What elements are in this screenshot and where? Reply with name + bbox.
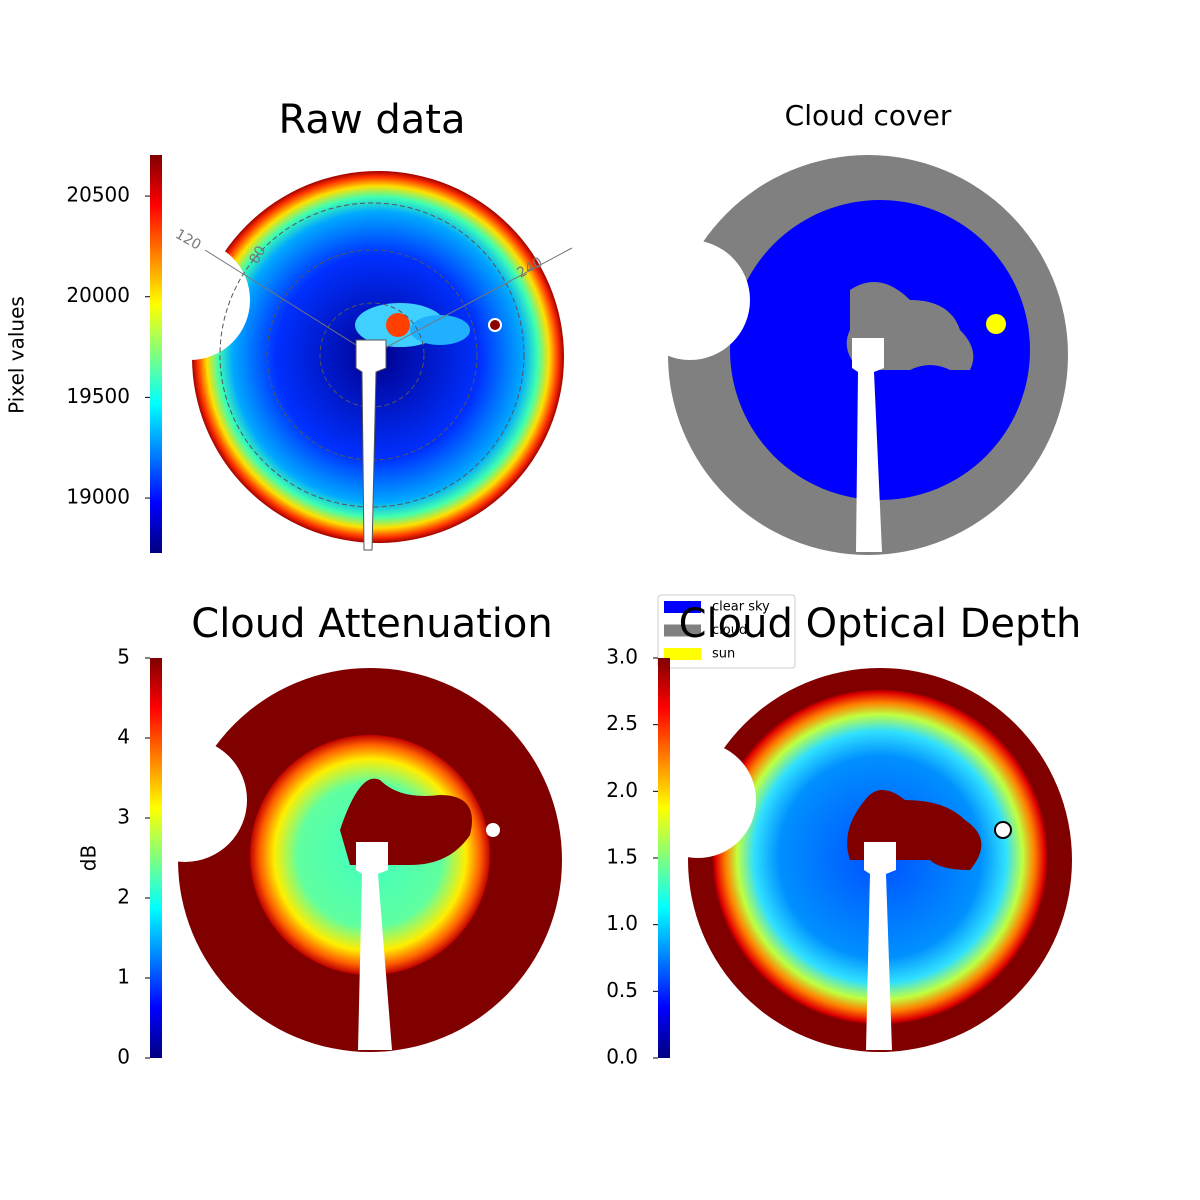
tick-label: 4 (117, 725, 130, 749)
panel-title: Raw data (279, 97, 466, 143)
tick-label: 5 (117, 645, 130, 669)
tick-label: 19500 (66, 384, 130, 408)
colorbar (658, 658, 670, 1058)
tick-label: 1 (117, 965, 130, 989)
tick-label: 20500 (66, 183, 130, 207)
legend-patch (664, 624, 701, 637)
legend-patch (664, 648, 701, 660)
panel-title: Cloud Attenuation (191, 601, 552, 647)
tick-label: 1.5 (606, 845, 638, 869)
legend-label: clear sky (712, 600, 770, 615)
angle-label: 80 (247, 243, 270, 266)
tick-label: 2.5 (606, 711, 638, 735)
legend-label: cloud (712, 623, 747, 638)
tick-label: 3.0 (606, 645, 638, 669)
tick-label: 2.0 (606, 778, 638, 802)
sky-images (123, 155, 1072, 1052)
colorbar-label: dB (77, 845, 101, 871)
tick-label: 20000 (66, 283, 130, 307)
tick-label: 0 (117, 1045, 130, 1069)
tick-label: 0.0 (606, 1045, 638, 1069)
tick-label: 1.0 (606, 911, 638, 935)
colorbar (150, 155, 162, 553)
panel-title: Cloud cover (785, 99, 952, 132)
tick-label: 2 (117, 885, 130, 909)
colorbar (150, 658, 162, 1058)
legend-patch (664, 601, 701, 613)
legend: clear sky cloud sun (657, 594, 796, 669)
legend-label: sun (712, 647, 735, 662)
tick-label: 3 (117, 805, 130, 829)
panel-title: Cloud Optical Depth (679, 601, 1082, 647)
tick-label: 19000 (66, 485, 130, 509)
tick-label: 0.5 (606, 978, 638, 1002)
colorbar-label: Pixel values (5, 296, 29, 414)
